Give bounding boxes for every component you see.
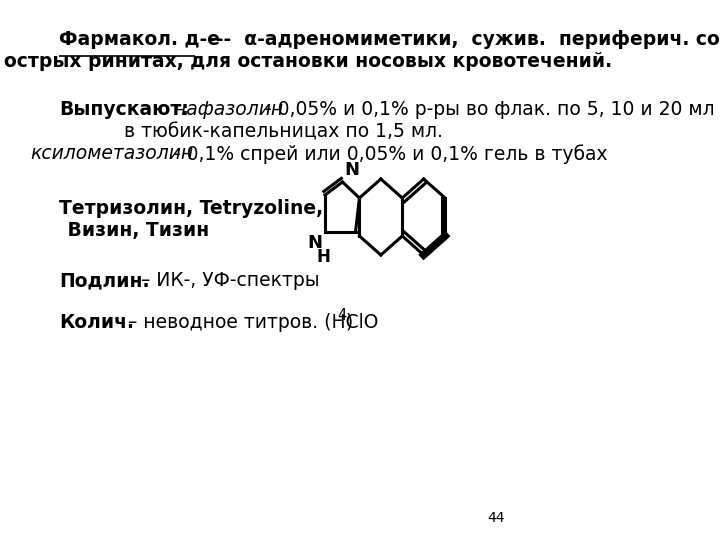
Text: - 0,1% спрей или 0,05% и 0,1% гель в тубах: - 0,1% спрей или 0,05% и 0,1% гель в туб… <box>168 144 608 164</box>
Text: Фармакол. д-е: Фармакол. д-е <box>59 30 220 49</box>
Text: нафазолин: нафазолин <box>168 100 284 119</box>
Text: Визин, Тизин: Визин, Тизин <box>60 221 209 240</box>
Text: ): ) <box>346 313 353 332</box>
Text: в тюбик-капельницах по 1,5 мл.: в тюбик-капельницах по 1,5 мл. <box>125 122 444 141</box>
Text: Выпускают:: Выпускают: <box>59 100 189 119</box>
Text: Колич.: Колич. <box>59 313 135 332</box>
Text: N: N <box>307 234 323 252</box>
Text: При острых ринитах, для остановки носовых кровотечений.: При острых ринитах, для остановки носовы… <box>0 52 613 71</box>
Text: H: H <box>317 248 330 266</box>
Text: 44: 44 <box>487 511 505 525</box>
Text: Тетризолин, Tetryzoline,: Тетризолин, Tetryzoline, <box>59 199 323 218</box>
Text: - 0,05% и 0,1% р-ры во флак. по 5, 10 и 20 мл: - 0,05% и 0,1% р-ры во флак. по 5, 10 и … <box>265 100 715 119</box>
Text: – ИК-, УФ-спектры: – ИК-, УФ-спектры <box>135 271 320 290</box>
Text: ксилометазолин - 0,1% спрей или 0,05% и 0,1% гель в тубах: ксилометазолин - 0,1% спрей или 0,05% и … <box>0 144 585 164</box>
Text: ксилометазолин: ксилометазолин <box>31 144 194 163</box>
Text: ---  α-адреномиметики,  сужив.  периферич. сосуды.: --- α-адреномиметики, сужив. периферич. … <box>194 30 720 49</box>
Text: 4: 4 <box>338 308 347 323</box>
Text: – неводное титров. (HClO: – неводное титров. (HClO <box>122 313 379 332</box>
Text: N: N <box>344 161 359 179</box>
Text: Подлин.: Подлин. <box>59 271 150 290</box>
